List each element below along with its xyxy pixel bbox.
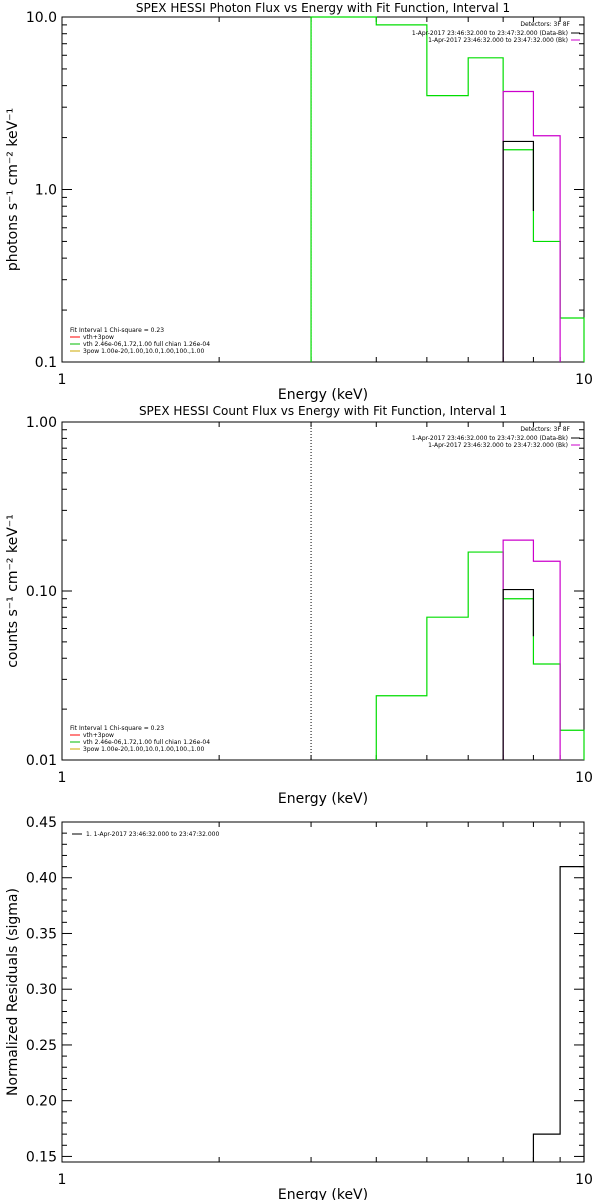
chart-panel-2: SPEX HESSI Count Flux vs Energy with Fit… [5, 404, 593, 807]
series-2-step [502, 90, 561, 362]
x-tick-label: 1 [58, 1172, 67, 1188]
y-tick-label: 0.30 [26, 982, 57, 998]
x-axis-label: Energy (keV) [278, 791, 368, 807]
legend-entry-label: 1-Apr-2017 23:46:32.000 to 23:47:32.000 … [412, 435, 568, 442]
x-axis-label: Energy (keV) [278, 1187, 368, 1200]
legend-entry-label: 1-Apr-2017 23:46:32.000 to 23:47:32.000 … [428, 442, 568, 449]
series-2-step [502, 539, 561, 760]
x-axis-label: Energy (keV) [278, 387, 368, 403]
series-1-step [375, 551, 585, 760]
legend-entry-label: 1-Apr-2017 23:46:32.000 to 23:47:32.000 … [428, 37, 568, 44]
y-tick-label: 0.15 [26, 1149, 57, 1165]
y-tick-label: 0.25 [26, 1038, 57, 1054]
legend-title: Detectors: 3F 8F [520, 21, 570, 28]
x-tick-label: 10 [575, 1172, 593, 1188]
fit-legend-label: vth 2.46e-06,1.72,1.00 full chian 1.26e-… [83, 341, 210, 348]
y-tick-label: 0.45 [26, 815, 57, 831]
y-axis-label: counts s⁻¹ cm⁻² keV⁻¹ [5, 514, 21, 668]
y-tick-label: 0.40 [26, 871, 57, 887]
y-axis-label: photons s⁻¹ cm⁻² keV⁻¹ [5, 108, 21, 271]
y-tick-label: 1.00 [26, 415, 57, 431]
chart-panel-3: 1 10 Energy (keV) 0.15 0.20 0.25 0.30 0.35 0.40 0… [5, 815, 593, 1200]
fit-legend-label: vth 2.46e-06,1.72,1.00 full chian 1.26e-… [83, 739, 210, 746]
plot-frame [61, 421, 585, 761]
y-tick-label: 0.20 [26, 1094, 57, 1110]
series-1-step [532, 865, 585, 1162]
legend-entry-label: 1-Apr-2017 23:46:32.000 to 23:47:32.000 … [412, 30, 568, 37]
residual-legend-label: 1. 1-Apr-2017 23:46:32.000 to 23:47:32.0… [86, 831, 219, 838]
y-tick-label: 0.35 [26, 926, 57, 942]
plot-frame [61, 16, 585, 363]
series-1-step [310, 16, 585, 362]
x-tick-label: 10 [575, 770, 593, 786]
y-tick-label: 0.10 [26, 584, 57, 600]
y-tick-label: 10.0 [26, 10, 57, 26]
y-tick-label: 1.0 [35, 183, 57, 199]
series-3-step [502, 588, 535, 760]
y-tick-label: 0.01 [26, 753, 57, 769]
fit-legend-label: 3pow 1.00e-20,1.00,10.0,1.00,100.,1.00 [83, 348, 204, 355]
x-tick-label: 1 [58, 372, 67, 388]
y-tick-label: 0.1 [35, 355, 57, 371]
fit-legend-header: Fit Interval 1 Chi-square = 0.23 [70, 327, 164, 334]
chart-panel-1: SPEX HESSI Photon Flux vs Energy with Fi… [5, 1, 593, 403]
fit-legend-label: 3pow 1.00e-20,1.00,10.0,1.00,100.,1.00 [83, 746, 204, 753]
x-tick-label: 1 [58, 770, 67, 786]
fit-legend-header: Fit Interval 1 Chi-square = 0.23 [70, 725, 164, 732]
y-axis-label: Normalized Residuals (sigma) [5, 888, 21, 1096]
chart-title: SPEX HESSI Photon Flux vs Energy with Fi… [136, 1, 510, 15]
legend-title: Detectors: 3F 8F [520, 426, 570, 433]
x-tick-label: 10 [575, 372, 593, 388]
fit-legend-label: vth+3pow [83, 334, 114, 341]
plot-frame [61, 821, 585, 1163]
chart-title: SPEX HESSI Count Flux vs Energy with Fit… [139, 404, 507, 418]
series-3-step [502, 140, 535, 362]
fit-legend-label: vth+3pow [83, 732, 114, 739]
